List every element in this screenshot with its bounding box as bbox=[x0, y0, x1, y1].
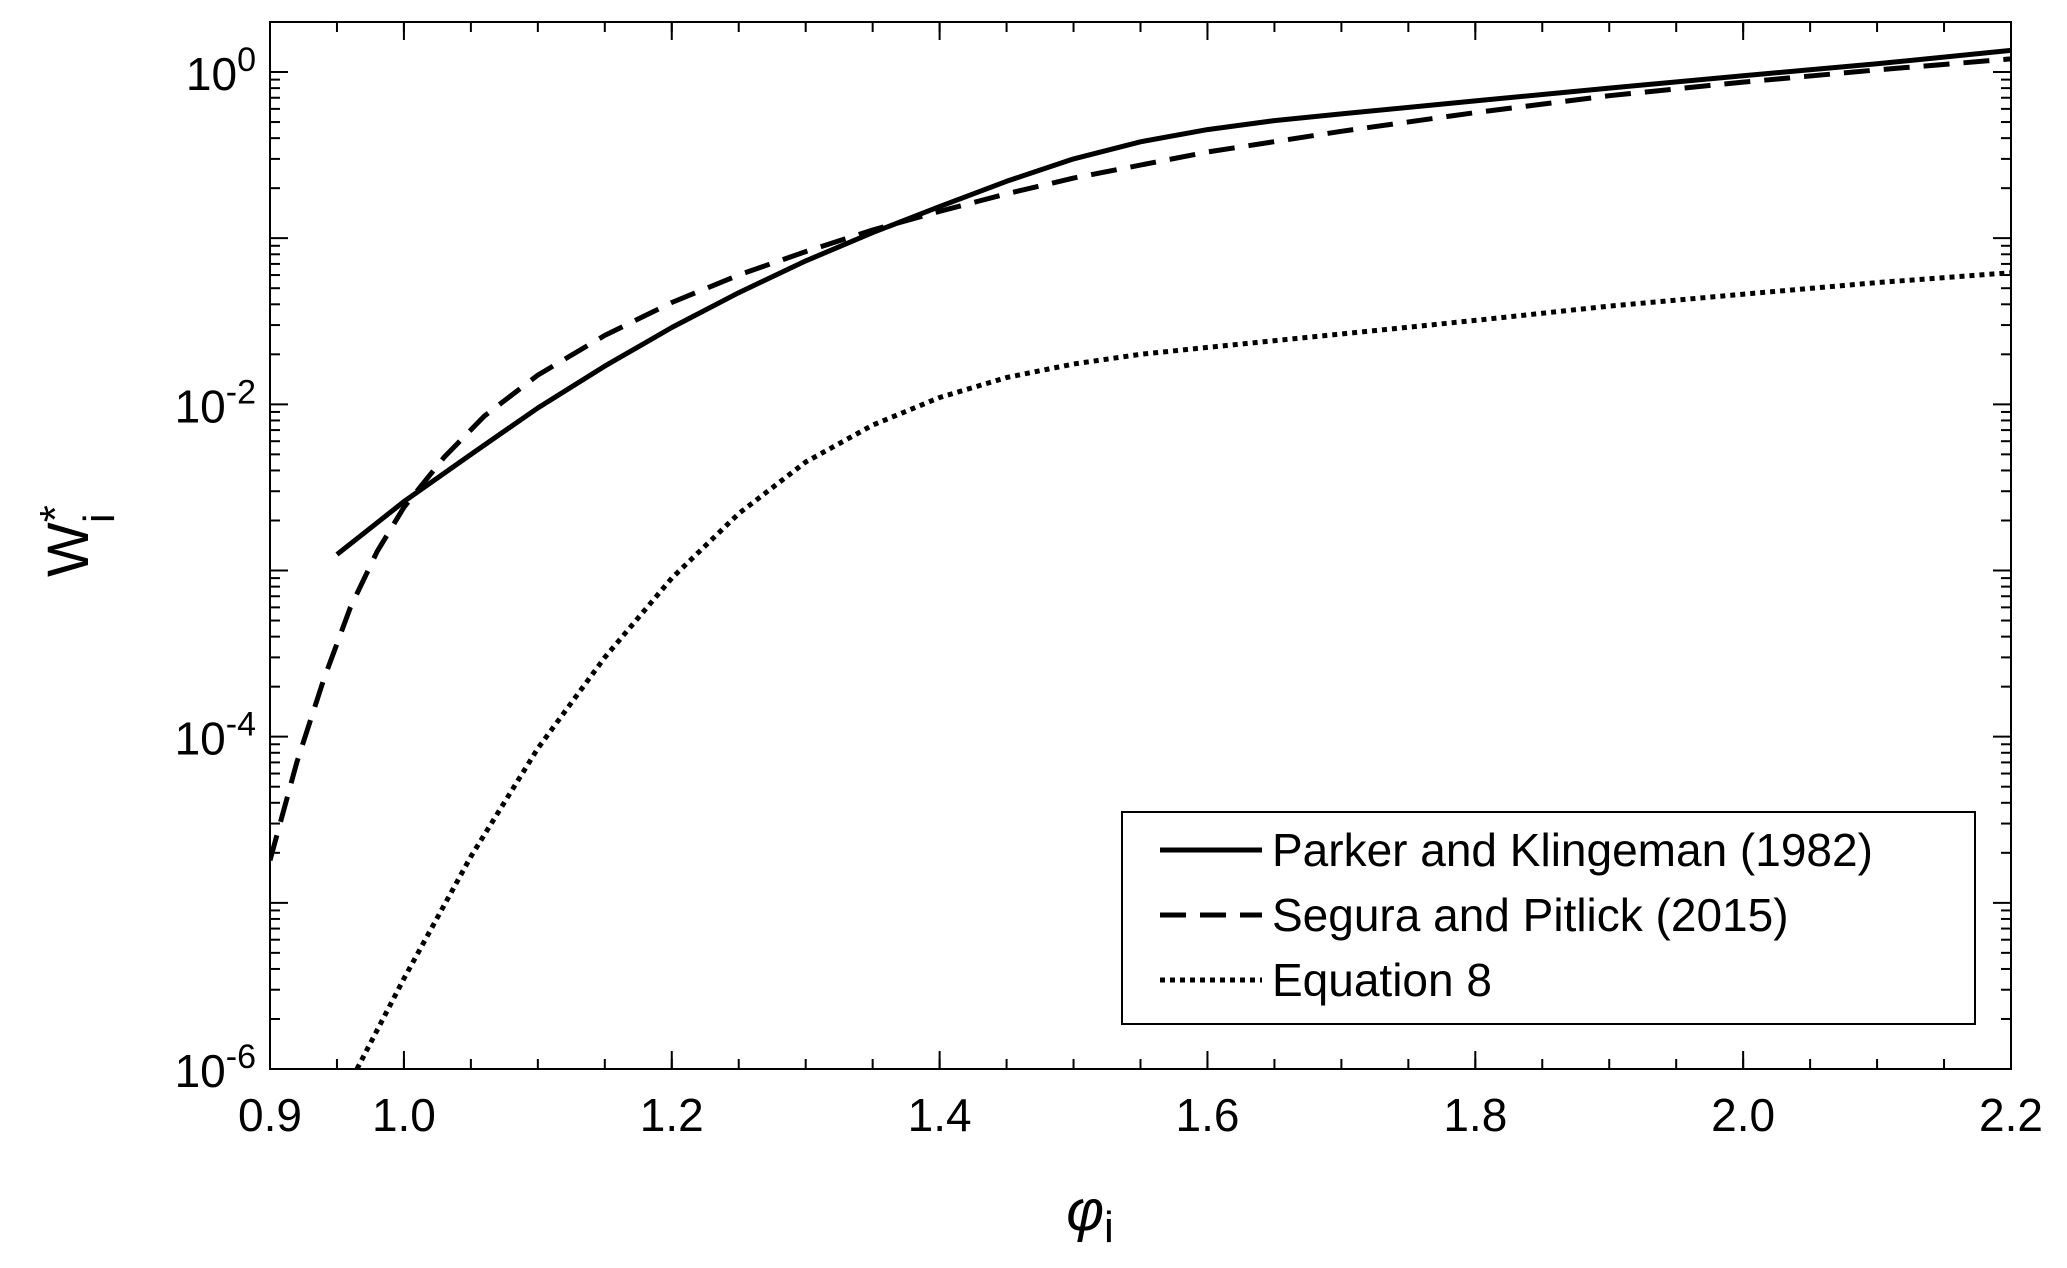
series-layer bbox=[270, 47, 2011, 1069]
legend-label-2: Segura and Pitlick (2015) bbox=[1272, 889, 1789, 941]
x-tick-label: 1.4 bbox=[908, 1089, 972, 1141]
x-axis-label: φi bbox=[1066, 1178, 1114, 1252]
legend-box bbox=[1121, 811, 1976, 1025]
x-axis-symbol: φ bbox=[1066, 1178, 1104, 1243]
x-tick-label: 0.9 bbox=[238, 1089, 302, 1141]
legend-label-1: Parker and Klingeman (1982) bbox=[1272, 824, 1873, 876]
y-axis-base: W bbox=[36, 522, 101, 577]
x-tick-label: 2.2 bbox=[1979, 1089, 2043, 1141]
x-tick-label: 1.0 bbox=[372, 1089, 436, 1141]
x-tick-label: 1.8 bbox=[1443, 1089, 1507, 1141]
x-axis-subscript: i bbox=[1104, 1203, 1114, 1252]
y-tick-label: 10-4 bbox=[175, 706, 256, 765]
y-tick-label: 10-2 bbox=[175, 373, 256, 432]
series-line-1 bbox=[335, 47, 2011, 557]
y-axis-subscript: i bbox=[75, 513, 124, 523]
x-tick-label: 2.0 bbox=[1711, 1089, 1775, 1141]
y-tick-label: 10-6 bbox=[175, 1038, 256, 1097]
y-axis-superscript: * bbox=[31, 505, 80, 522]
axes-layer: 0.9 1.0 1.2 1.4 1.6 1.8 2.0 2.2 10-6 10-4 10-2 100 bbox=[175, 21, 2043, 1141]
x-tick-label: 1.6 bbox=[1175, 1089, 1239, 1141]
x-tick-label: 1.2 bbox=[640, 1089, 704, 1141]
legend: Parker and Klingeman (1982) Segura and Pi… bbox=[1121, 811, 1976, 1025]
y-axis-label: W*i bbox=[31, 505, 124, 577]
series-line-2 bbox=[270, 56, 2011, 862]
y-tick-label: 100 bbox=[186, 41, 256, 100]
legend-label-3: Equation 8 bbox=[1272, 954, 1492, 1006]
